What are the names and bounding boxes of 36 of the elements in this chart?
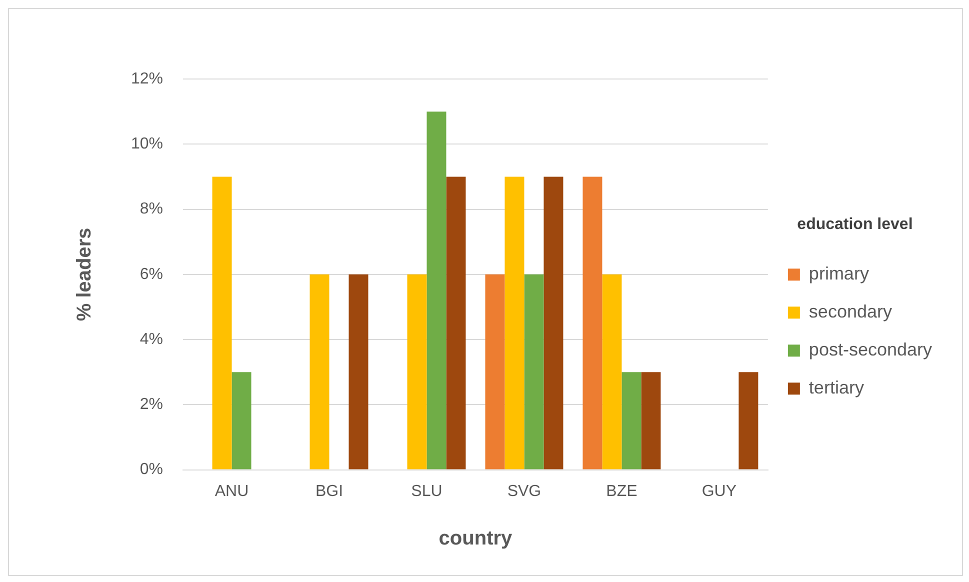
bar <box>582 176 602 470</box>
bar <box>738 372 758 470</box>
y-tick-label: 4% <box>140 330 164 348</box>
y-tick-label: 8% <box>140 200 164 218</box>
bar <box>641 372 661 470</box>
x-tick-label: ANU <box>214 482 249 500</box>
bar <box>446 176 466 470</box>
legend-title: education level <box>797 216 913 233</box>
bar <box>348 274 368 470</box>
x-tick-label: SLU <box>411 482 442 500</box>
bar <box>310 274 330 470</box>
y-tick-label: 12% <box>130 70 164 88</box>
x-tick-label: SVG <box>507 482 542 500</box>
legend-label: post-secondary <box>808 340 932 360</box>
bar <box>407 274 427 470</box>
y-tick-label: 6% <box>140 266 164 283</box>
legend-label: tertiary <box>808 378 864 398</box>
bar <box>544 176 564 470</box>
y-tick-label: 0% <box>140 461 164 478</box>
y-axis-title: % leaders <box>74 228 96 322</box>
x-axis-title: country <box>438 528 514 550</box>
bar <box>504 176 524 470</box>
x-tick-label: GUY <box>702 482 737 500</box>
bar <box>232 372 252 470</box>
x-tick-label: BZE <box>606 482 638 500</box>
bar <box>212 176 232 470</box>
bar <box>622 372 642 470</box>
bar <box>485 274 505 470</box>
bar <box>426 112 446 470</box>
bar <box>602 274 622 470</box>
x-tick-label: BGI <box>315 482 344 500</box>
y-tick-label: 2% <box>140 396 164 414</box>
y-tick-label: 10% <box>130 136 164 153</box>
bar <box>524 274 544 470</box>
legend-label: secondary <box>808 302 892 322</box>
legend-label: primary <box>808 264 869 284</box>
